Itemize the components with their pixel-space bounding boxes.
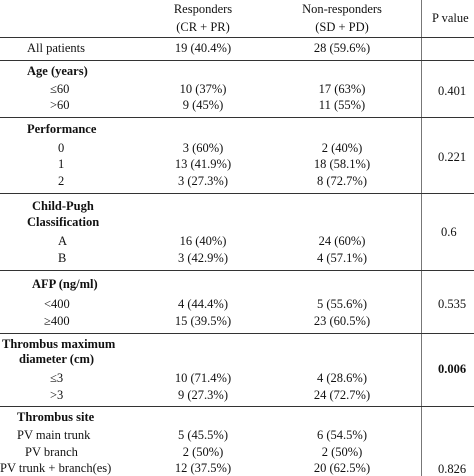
thrombus-site-row-nonresponders: 6 (54.5%) [317, 428, 367, 442]
section-divider [0, 406, 474, 407]
thrombus-site-row-responders: 12 (37.5%) [174, 461, 232, 475]
thrombus-diameter-pvalue: 0.006 [438, 362, 467, 376]
age-row-responders: 10 (37%) [179, 82, 227, 96]
all-patients-nonresponders: 28 (59.6%) [313, 41, 371, 55]
section-divider [0, 270, 474, 271]
age-row-label: ≤60 [50, 82, 70, 96]
age-row-label: >60 [50, 98, 70, 112]
header-responders-line1: Responders [173, 2, 233, 16]
performance-row-label: 1 [58, 157, 65, 171]
child-pugh-row-nonresponders: 4 (57.1%) [317, 251, 367, 265]
afp-row-label: <400 [44, 297, 70, 311]
afp-row-nonresponders: 5 (55.6%) [317, 297, 367, 311]
section-divider [0, 193, 474, 194]
performance-row-nonresponders: 18 (58.1%) [313, 157, 371, 171]
thrombus-diameter-title-line2: diameter (cm) [19, 352, 95, 366]
age-title: Age (years) [27, 64, 88, 78]
child-pugh-row-responders: 3 (42.9%) [178, 251, 228, 265]
afp-pvalue: 0.535 [438, 297, 467, 311]
pvalue-column-divider [421, 0, 422, 476]
age-row-nonresponders: 11 (55%) [318, 98, 366, 112]
thrombus-diameter-row-responders: 9 (27.3%) [178, 388, 228, 402]
thrombus-diameter-row-nonresponders: 4 (28.6%) [317, 371, 367, 385]
thrombus-diameter-title-line1: Thrombus maximum [2, 337, 116, 351]
thrombus-site-row-label: PV main trunk [17, 428, 91, 442]
thrombus-diameter-row-responders: 10 (71.4%) [174, 371, 232, 385]
thrombus-diameter-row-nonresponders: 24 (72.7%) [313, 388, 371, 402]
afp-row-label: ≥400 [44, 314, 70, 328]
child-pugh-title-line1: Child-Pugh [32, 199, 94, 213]
all-patients-label: All patients [27, 41, 85, 55]
child-pugh-title-line2: Classification [27, 215, 100, 229]
performance-row-label: 0 [58, 141, 65, 155]
section-divider [0, 333, 474, 334]
child-pugh-row-responders: 16 (40%) [179, 234, 227, 248]
performance-row-nonresponders: 2 (40%) [321, 141, 363, 155]
thrombus-site-title: Thrombus site [17, 410, 95, 424]
afp-row-nonresponders: 23 (60.5%) [313, 314, 371, 328]
performance-row-responders: 3 (60%) [182, 141, 224, 155]
header-divider [0, 37, 474, 38]
thrombus-site-row-nonresponders: 20 (62.5%) [313, 461, 371, 475]
thrombus-diameter-row-label: >3 [50, 388, 64, 402]
child-pugh-row-nonresponders: 24 (60%) [318, 234, 366, 248]
child-pugh-row-label: A [58, 234, 68, 248]
afp-title: AFP (ng/ml) [32, 277, 98, 291]
thrombus-site-pvalue: 0.826 [438, 462, 467, 476]
thrombus-site-row-label: PV branch [25, 445, 78, 459]
child-pugh-row-label: B [58, 251, 67, 265]
performance-row-label: 2 [58, 174, 65, 188]
thrombus-site-row-responders: 2 (50%) [182, 445, 224, 459]
child-pugh-pvalue: 0.6 [441, 225, 457, 239]
thrombus-site-row-label: PV trunk + branch(es) [0, 461, 112, 475]
all-patients-responders: 19 (40.4%) [174, 41, 232, 55]
afp-row-responders: 15 (39.5%) [174, 314, 232, 328]
thrombus-site-row-responders: 5 (45.5%) [178, 428, 228, 442]
age-pvalue: 0.401 [438, 84, 467, 98]
afp-row-responders: 4 (44.4%) [178, 297, 228, 311]
age-row-nonresponders: 17 (63%) [318, 82, 366, 96]
thrombus-diameter-row-label: ≤3 [50, 371, 64, 385]
performance-row-nonresponders: 8 (72.7%) [317, 174, 367, 188]
performance-row-responders: 3 (27.3%) [178, 174, 228, 188]
section-divider [0, 117, 474, 118]
performance-row-responders: 13 (41.9%) [174, 157, 232, 171]
thrombus-site-row-nonresponders: 2 (50%) [321, 445, 363, 459]
header-responders-line2: (CR + PR) [176, 20, 230, 34]
performance-title: Performance [27, 122, 97, 136]
header-pvalue: P value [432, 11, 469, 25]
age-row-responders: 9 (45%) [182, 98, 224, 112]
header-nonresponders-line2: (SD + PD) [315, 20, 369, 34]
header-nonresponders-line1: Non-responders [302, 2, 382, 16]
section-divider [0, 60, 474, 61]
performance-pvalue: 0.221 [438, 150, 467, 164]
